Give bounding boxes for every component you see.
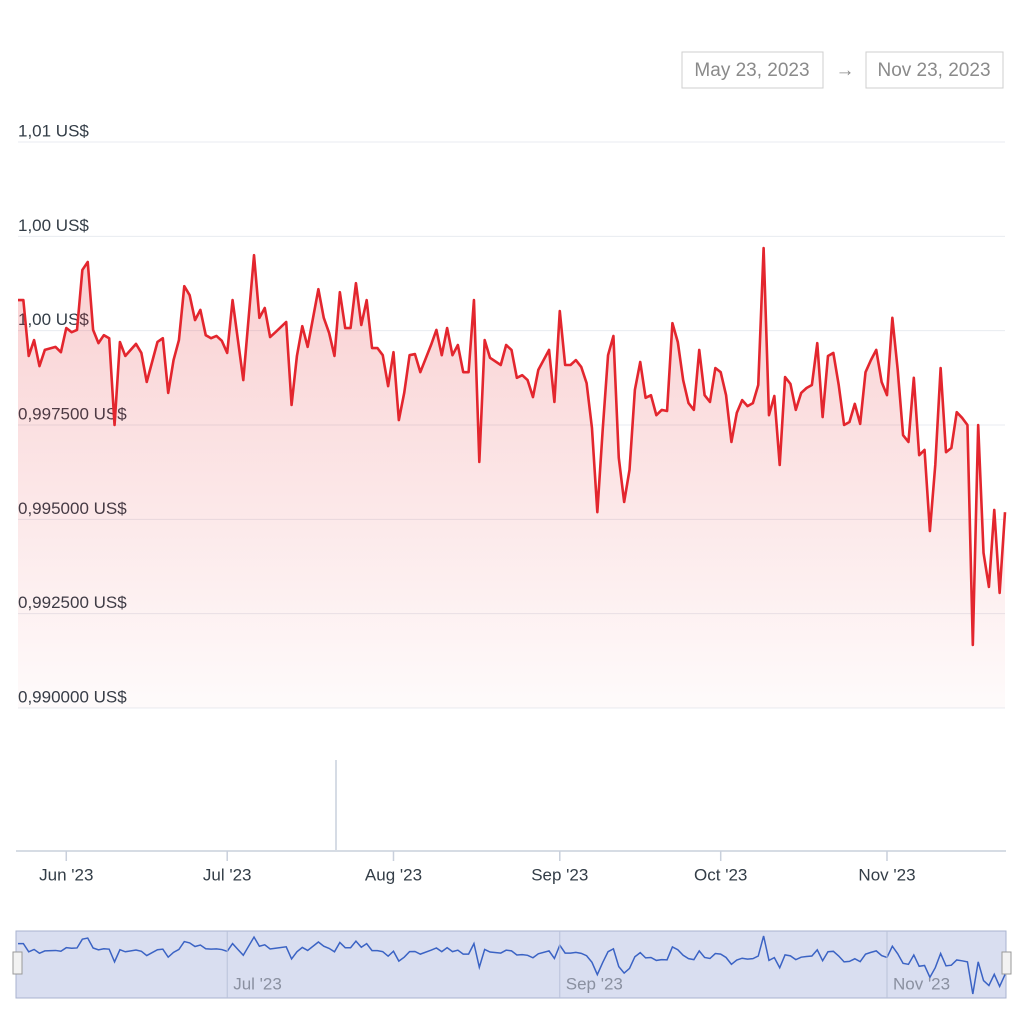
y-tick-label: 1,00 US$ (18, 310, 89, 329)
y-tick-label: 1,01 US$ (18, 121, 89, 140)
price-line (18, 246, 1007, 647)
date-to: Nov 23, 2023 (877, 60, 990, 81)
date-from-box[interactable] (681, 51, 824, 89)
area (18, 248, 1005, 708)
x-tick-label: Jul '23 (203, 865, 252, 884)
date-from: May 23, 2023 (694, 60, 809, 81)
x-tick-label: Aug '23 (365, 865, 422, 884)
navigator-handle[interactable] (1001, 951, 1012, 975)
y-tick-label: 1,00 US$ (18, 216, 89, 235)
date-separator: → (836, 60, 855, 81)
navigator-label: Sep '23 (566, 974, 623, 993)
date-to-box[interactable] (865, 51, 1004, 89)
x-tick-label: Jun '23 (39, 865, 93, 884)
x-tick-label: Oct '23 (694, 865, 747, 884)
navigator-line (18, 935, 1006, 995)
x-tick-label: Nov '23 (858, 865, 915, 884)
navigator-label: Nov '23 (893, 974, 950, 993)
x-tick-label: Sep '23 (531, 865, 588, 884)
navigator[interactable] (15, 930, 1007, 999)
navigator-handle[interactable] (12, 951, 23, 975)
navigator-label: Jul '23 (233, 974, 282, 993)
